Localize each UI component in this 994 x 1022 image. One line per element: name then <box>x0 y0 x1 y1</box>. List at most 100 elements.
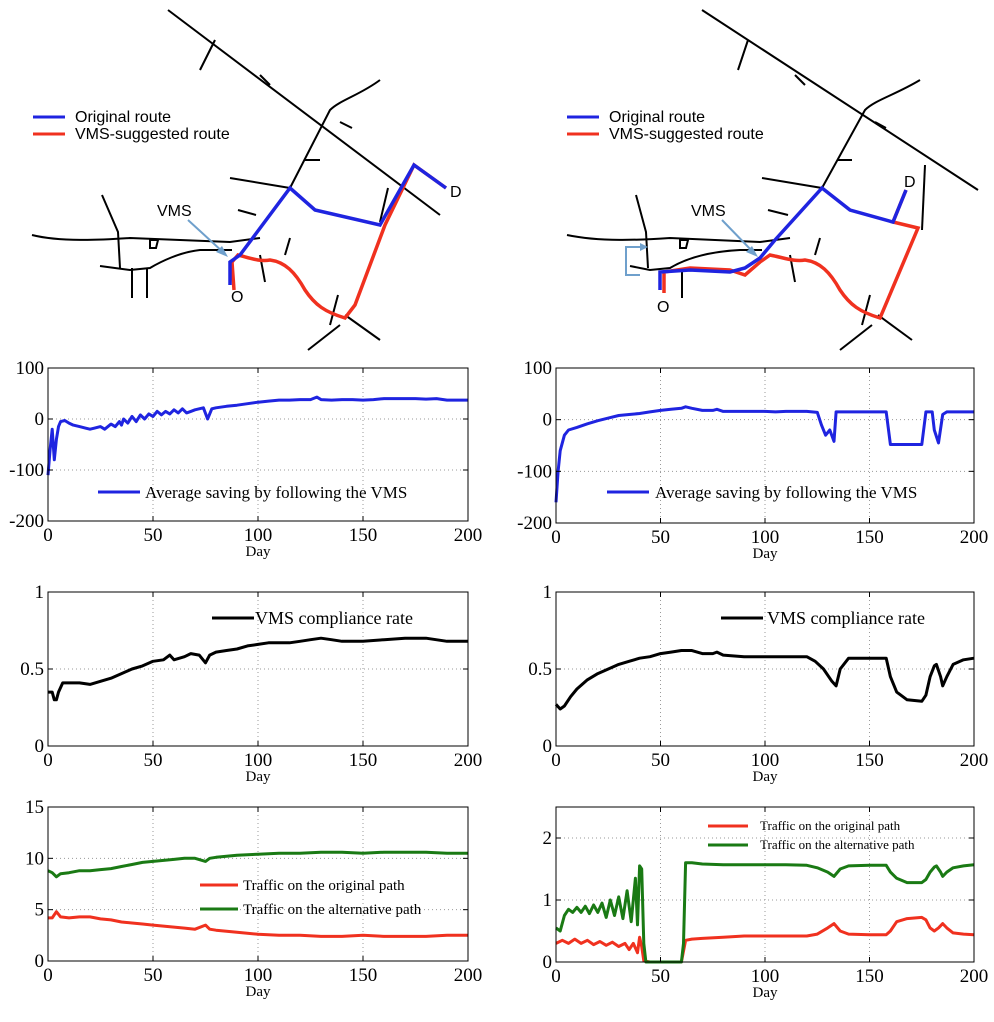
series-line <box>554 649 975 711</box>
y-tick-label: -200 <box>9 511 44 532</box>
x-tick-label: 0 <box>43 750 53 771</box>
road-network <box>566 9 979 351</box>
road <box>794 74 806 86</box>
y-tick-label: 0 <box>35 736 45 757</box>
y-tick-label: 2 <box>543 828 553 849</box>
vms-arrow <box>721 219 755 254</box>
chart-left-traffic: 0 50 100 150 200 0 5 10 15 Day Traffic on the orig… <box>25 797 482 1000</box>
x-tick-label: 200 <box>454 750 483 771</box>
legend-original: Original route <box>75 109 171 126</box>
x-axis-label: Day <box>246 769 271 785</box>
road <box>237 209 257 216</box>
destination-label: D <box>450 184 462 201</box>
y-tick-label: 15 <box>25 797 44 818</box>
y-tick-label: 0 <box>543 952 553 973</box>
x-tick-label: 0 <box>43 525 53 546</box>
y-tick-label: 10 <box>25 848 44 869</box>
road <box>307 324 341 351</box>
road <box>566 234 791 244</box>
y-tick-label: 0 <box>35 951 45 972</box>
legend-label: Traffic on the alternative path <box>243 902 422 918</box>
road <box>229 177 291 189</box>
map-legend: Original route VMS-suggested route <box>33 109 230 143</box>
x-tick-label: 150 <box>349 965 378 986</box>
legend-label: Traffic on the original path <box>760 818 901 833</box>
y-tick-label: 0 <box>543 410 553 431</box>
y-tick-label: 1 <box>543 890 553 911</box>
x-tick-label: 0 <box>551 966 561 987</box>
road <box>874 121 887 129</box>
map-right: VMS O D Original route VMS-suggested rou… <box>566 9 979 351</box>
y-tick-label: 100 <box>16 358 45 379</box>
legend-suggested: VMS-suggested route <box>609 126 764 143</box>
vms-label: VMS <box>691 203 726 220</box>
road-network <box>31 9 441 351</box>
x-tick-label: 50 <box>144 525 163 546</box>
x-tick-label: 100 <box>244 525 273 546</box>
road <box>99 249 232 272</box>
legend-label: Average saving by following the VMS <box>655 483 917 502</box>
y-tick-label: 1 <box>543 582 553 603</box>
y-tick-label: -100 <box>9 460 44 481</box>
destination-label: D <box>904 174 916 191</box>
origin-label: O <box>657 299 669 316</box>
y-tick-label: -200 <box>517 513 552 534</box>
x-tick-label: 50 <box>144 965 163 986</box>
original-route <box>658 185 908 290</box>
road <box>329 294 339 326</box>
x-tick-label: 150 <box>349 525 378 546</box>
series-line <box>555 861 975 964</box>
road <box>921 164 926 231</box>
vms-arrow-head <box>216 246 228 257</box>
map-left: VMS O D Original route VMS-suggested rou… <box>31 9 462 351</box>
x-tick-label: 100 <box>751 527 780 548</box>
vms-suggested-route <box>662 189 921 321</box>
vms-label: VMS <box>157 203 192 220</box>
x-axis-label: Day <box>753 769 778 785</box>
vms-arrow-head <box>746 246 758 257</box>
road <box>344 314 381 341</box>
x-tick-label: 50 <box>651 966 670 987</box>
series-line <box>554 405 974 503</box>
x-tick-label: 150 <box>855 750 884 771</box>
road <box>737 39 749 71</box>
x-axis-label: Day <box>246 544 271 560</box>
x-tick-label: 100 <box>244 965 273 986</box>
road <box>861 294 871 326</box>
road <box>767 209 789 216</box>
x-tick-label: 100 <box>751 750 780 771</box>
x-tick-label: 50 <box>144 750 163 771</box>
x-tick-label: 0 <box>551 527 561 548</box>
x-tick-label: 0 <box>43 965 53 986</box>
x-tick-label: 200 <box>960 750 989 771</box>
y-tick-label: 5 <box>35 900 45 921</box>
series-line <box>48 910 468 938</box>
legend-original: Original route <box>609 109 705 126</box>
map-legend: Original route VMS-suggested route <box>567 109 764 143</box>
chart-left-compliance: 0 50 100 150 200 0 0.5 1 Day VMS compliance rate <box>20 582 482 785</box>
road <box>701 9 979 191</box>
y-tick-label: 0.5 <box>20 659 44 680</box>
legend-label: Traffic on the alternative path <box>760 837 915 852</box>
series-line <box>46 395 468 476</box>
road <box>31 234 261 244</box>
road <box>339 121 353 129</box>
road <box>379 187 389 223</box>
x-tick-label: 50 <box>651 750 670 771</box>
x-axis-label: Day <box>753 546 778 562</box>
road <box>679 239 690 249</box>
legend-label: VMS compliance rate <box>255 608 413 628</box>
x-tick-label: 150 <box>855 966 884 987</box>
x-tick-label: 200 <box>960 527 989 548</box>
road <box>289 79 381 189</box>
origin-label: O <box>231 289 243 306</box>
series-line <box>555 915 975 964</box>
road <box>629 249 762 272</box>
road <box>284 237 291 256</box>
road <box>259 74 271 86</box>
legend-label: Average saving by following the VMS <box>145 483 407 502</box>
